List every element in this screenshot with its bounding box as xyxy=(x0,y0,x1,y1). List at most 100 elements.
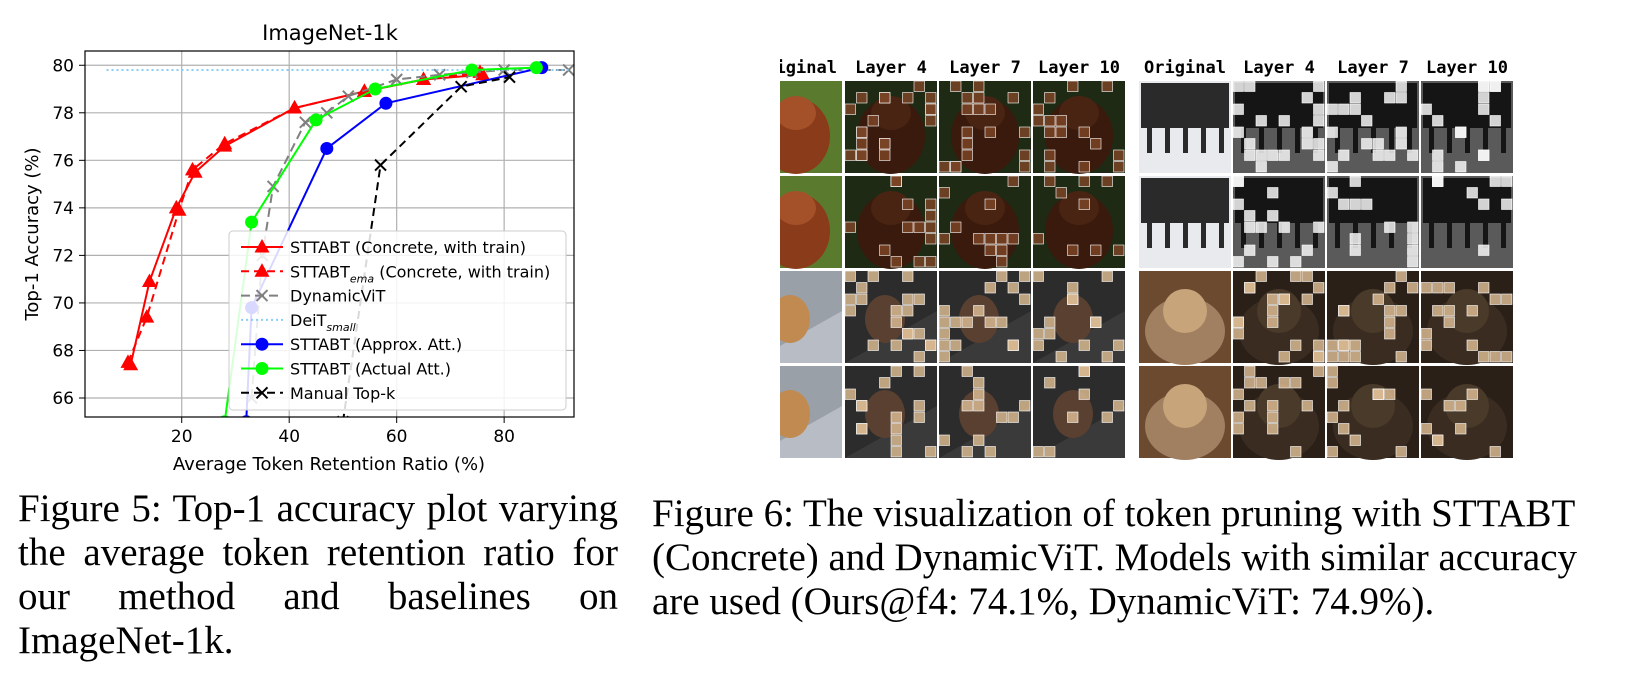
x-tick-label: 40 xyxy=(278,427,300,447)
data-point xyxy=(497,63,511,77)
x-axis-label: Average Token Retention Ratio (%) xyxy=(173,454,485,475)
data-point xyxy=(120,354,136,368)
thumbnail xyxy=(1032,80,1125,174)
figure-5-chart: ImageNet-1k 20 40 60 80 66 68 70 72 74 76 78 80 Ave… xyxy=(22,21,575,475)
thumbnail xyxy=(1139,271,1231,365)
legend: STTABT (Concrete, with train) STTABTema (… xyxy=(228,230,567,411)
figure-6-token-grid: Original Layer 4 Layer 7 Layer 10 Original La… xyxy=(780,58,1513,460)
legend-label: STTABT (Approx. Att.) xyxy=(290,335,462,354)
series-6 xyxy=(336,70,516,417)
data-point xyxy=(320,141,334,155)
series-line xyxy=(250,69,569,399)
y-tick-label: 70 xyxy=(52,294,74,314)
data-point xyxy=(465,63,479,77)
thumbnail xyxy=(1420,366,1513,460)
thumbnail xyxy=(1326,365,1419,460)
plot-frame xyxy=(84,50,575,418)
thumbnail xyxy=(1032,270,1125,363)
data-point xyxy=(217,135,233,150)
thumbnail xyxy=(844,365,937,458)
thumbnail xyxy=(844,80,937,174)
data-point xyxy=(139,309,155,323)
thumbnail xyxy=(780,271,842,363)
thumbnail xyxy=(844,175,937,269)
thumbnail xyxy=(1420,80,1513,173)
thumbnail xyxy=(1139,176,1231,268)
column-header: Layer 10 xyxy=(1038,58,1120,78)
chart-title: ImageNet-1k xyxy=(262,21,399,45)
legend-marker xyxy=(254,263,270,277)
thumbnail xyxy=(780,366,842,458)
data-point xyxy=(379,96,393,110)
thumbnail xyxy=(780,81,842,174)
thumbnail xyxy=(780,176,842,269)
data-point xyxy=(529,61,543,75)
y-axis-label: Top-1 Accuracy (%) xyxy=(22,147,43,321)
data-point xyxy=(562,63,574,77)
legend-marker xyxy=(255,386,269,400)
y-tick-label: 68 xyxy=(52,341,74,361)
column-header: Layer 7 xyxy=(1337,58,1409,78)
data-point xyxy=(342,89,355,103)
y-tick-label: 78 xyxy=(52,104,74,124)
series-line xyxy=(342,76,510,417)
thumbnail xyxy=(1032,365,1125,458)
thumbnail xyxy=(938,270,1031,363)
thumbnail xyxy=(1139,81,1231,173)
thumbnail xyxy=(1232,175,1325,268)
data-point xyxy=(416,71,432,86)
thumbnail xyxy=(938,80,1031,174)
data-point xyxy=(374,158,387,172)
data-point xyxy=(245,215,259,229)
legend-label: Manual Top-k xyxy=(290,384,396,403)
legend-marker xyxy=(255,289,269,302)
x-tick-label: 60 xyxy=(386,427,408,447)
figure-5-caption: Figure 5: Top-1 accuracy plot varying th… xyxy=(18,487,618,662)
thumbnail xyxy=(1326,175,1419,268)
data-point xyxy=(141,273,157,288)
legend-marker xyxy=(255,337,269,351)
thumbnail xyxy=(1326,270,1419,365)
thumbnail xyxy=(938,365,1031,458)
column-header: Layer 7 xyxy=(949,58,1021,78)
column-header: Layer 4 xyxy=(855,58,927,78)
figure-6-caption: Figure 6: The visualization of token pru… xyxy=(652,492,1578,623)
thumbnail xyxy=(1326,80,1419,173)
data-point xyxy=(503,70,516,84)
data-point xyxy=(433,68,446,81)
y-tick-label: 72 xyxy=(52,246,74,266)
thumbnail xyxy=(1420,271,1513,365)
thumbnail xyxy=(1232,270,1325,365)
column-header: Original xyxy=(1144,58,1226,78)
data-point xyxy=(309,113,323,127)
data-point xyxy=(287,100,303,114)
thumbnail xyxy=(1232,365,1325,460)
plot-area xyxy=(106,61,574,417)
legend-label: STTABTema (Concrete, with train) xyxy=(290,262,550,285)
thumbnail xyxy=(1032,175,1125,269)
x-tick-label: 80 xyxy=(493,427,515,447)
legend-marker xyxy=(255,362,269,375)
y-tick-label: 80 xyxy=(52,56,74,76)
legend-marker xyxy=(254,239,270,253)
data-point xyxy=(368,82,382,96)
ticks: 20 40 60 80 66 68 70 72 74 76 78 80 xyxy=(52,56,515,447)
legend-label: DeiTsmall xyxy=(290,311,356,334)
x-tick-label: 20 xyxy=(171,427,193,447)
thumbnail xyxy=(1421,175,1513,268)
data-point xyxy=(299,116,312,129)
thumbnail xyxy=(1139,366,1231,460)
y-tick-label: 76 xyxy=(52,151,74,171)
column-header: Original xyxy=(780,58,837,78)
data-point xyxy=(454,80,468,93)
data-point xyxy=(336,415,350,417)
thumbnail xyxy=(844,270,937,363)
data-point xyxy=(184,161,200,176)
y-tick-label: 66 xyxy=(52,389,74,409)
y-tick-label: 74 xyxy=(52,199,74,219)
data-point xyxy=(171,202,187,216)
legend-label: STTABT (Concrete, with train) xyxy=(290,238,526,257)
legend-label: STTABT (Actual Att.) xyxy=(290,360,451,379)
column-header: Layer 10 xyxy=(1426,58,1508,78)
thumbnail xyxy=(938,175,1031,269)
